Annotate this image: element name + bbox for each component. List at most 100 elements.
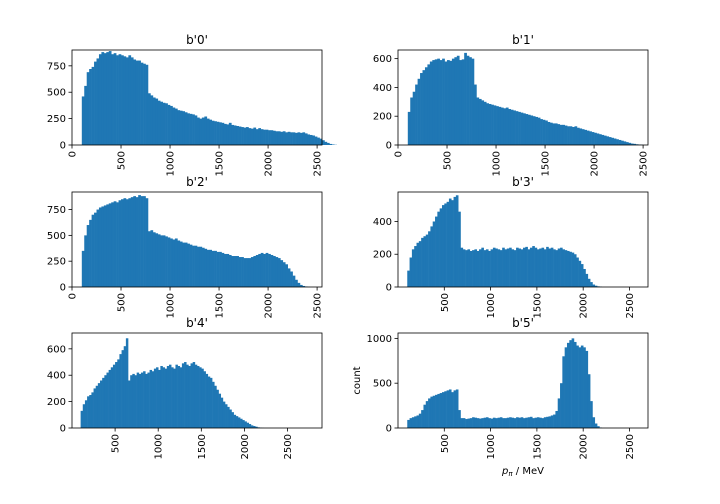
histogram-bar (209, 249, 212, 287)
histogram-bar (216, 121, 220, 145)
histogram-bar (184, 112, 188, 145)
histogram-bar (199, 367, 202, 428)
histogram-bar (548, 416, 552, 428)
histogram-bar (493, 105, 497, 145)
histogram-bar (525, 417, 528, 428)
histogram-bar (118, 54, 122, 145)
histogram-bar (214, 385, 217, 428)
histogram-bar (199, 246, 203, 287)
histogram-bar (299, 284, 303, 287)
histogram-bar (523, 247, 526, 287)
histogram-bar (121, 55, 124, 145)
histogram-bar (177, 110, 181, 145)
histogram-bar (87, 396, 90, 428)
histogram-bar (580, 345, 584, 428)
histogram-bar (520, 112, 524, 145)
histogram-bar (543, 417, 547, 428)
histogram-bar (223, 253, 227, 287)
axes-frame (397, 191, 649, 288)
histogram-bar (407, 419, 410, 428)
histogram-bar (128, 380, 131, 428)
bars (81, 51, 337, 146)
histogram-bar (268, 253, 271, 287)
histogram-bar (258, 128, 262, 145)
histogram-bar (583, 268, 586, 287)
histogram-bar (285, 264, 288, 287)
histogram-bar (483, 101, 487, 145)
histogram-bar (226, 253, 230, 287)
histogram-bar (270, 130, 274, 145)
histogram-bar (420, 73, 423, 145)
histogram-bar (442, 58, 445, 145)
y-axis-label: count (352, 366, 363, 394)
histogram-bar (84, 400, 88, 428)
histogram-bar (246, 127, 249, 145)
histogram-bar (299, 132, 303, 145)
histogram-bar (172, 239, 176, 287)
histogram-bar (108, 51, 112, 146)
histogram-bar (190, 363, 193, 428)
histogram-bar (428, 231, 431, 287)
histogram-bar (432, 60, 436, 145)
histogram-bar (495, 248, 498, 287)
histogram-bar (564, 347, 568, 428)
histogram-bar (481, 247, 484, 287)
histogram-bar (490, 249, 494, 287)
histogram-bar (425, 401, 429, 428)
histogram-bar (459, 60, 463, 145)
histogram-bar (140, 62, 144, 145)
histogram-bar (134, 375, 137, 428)
histogram-bar (86, 72, 90, 145)
histogram-bar (550, 247, 554, 287)
histogram-bar (231, 256, 235, 287)
histogram-bar (130, 375, 133, 428)
histogram-bar (246, 422, 250, 428)
histogram-bar (128, 55, 132, 145)
histogram-bar (411, 417, 415, 428)
histogram-bar (439, 208, 443, 287)
histogram-bar (455, 195, 459, 287)
histogram-bar (569, 251, 572, 287)
histogram-bar (569, 340, 572, 428)
histogram-bar (309, 134, 313, 145)
histogram-bar (106, 204, 110, 287)
x-tick-label: 2500 (283, 434, 294, 459)
histogram-bar (84, 235, 87, 287)
histogram-bar (543, 249, 547, 287)
histogram-bar (201, 247, 205, 287)
histogram-bar (203, 371, 206, 428)
histogram-bar (285, 132, 288, 145)
histogram-bar (177, 365, 181, 428)
histogram-bar (170, 105, 173, 145)
histogram-bar (481, 418, 484, 428)
histogram-bar (553, 414, 556, 428)
x-tick-label: 2000 (590, 151, 601, 176)
histogram-bar (611, 137, 614, 145)
histogram-bar (467, 249, 471, 287)
histogram-bar (560, 383, 563, 428)
histogram-bar (529, 247, 533, 287)
histogram-bar (297, 282, 301, 287)
histogram-bar (287, 131, 291, 145)
x-tick-label: 2500 (625, 293, 636, 318)
histogram-bar (268, 130, 271, 145)
histogram-bar (504, 418, 508, 428)
histogram-bar (578, 260, 582, 287)
histogram-bar (197, 246, 200, 287)
histogram-bar (473, 84, 477, 145)
histogram-bar (474, 249, 477, 287)
histogram-bar (103, 205, 107, 287)
histogram-bar (106, 52, 110, 145)
histogram-bar (513, 110, 516, 145)
histogram-bar (549, 122, 553, 145)
histogram-bar (591, 132, 595, 145)
histogram-bar (184, 362, 187, 428)
histogram-bar (317, 137, 320, 145)
histogram-bar (460, 247, 464, 287)
y-tick-label: 750 (47, 205, 66, 216)
histogram-bar (155, 233, 159, 287)
histogram-bar (518, 111, 521, 145)
histogram-bar (331, 144, 335, 145)
y-tick-label: 0 (386, 424, 392, 435)
histogram-bar (439, 60, 443, 145)
